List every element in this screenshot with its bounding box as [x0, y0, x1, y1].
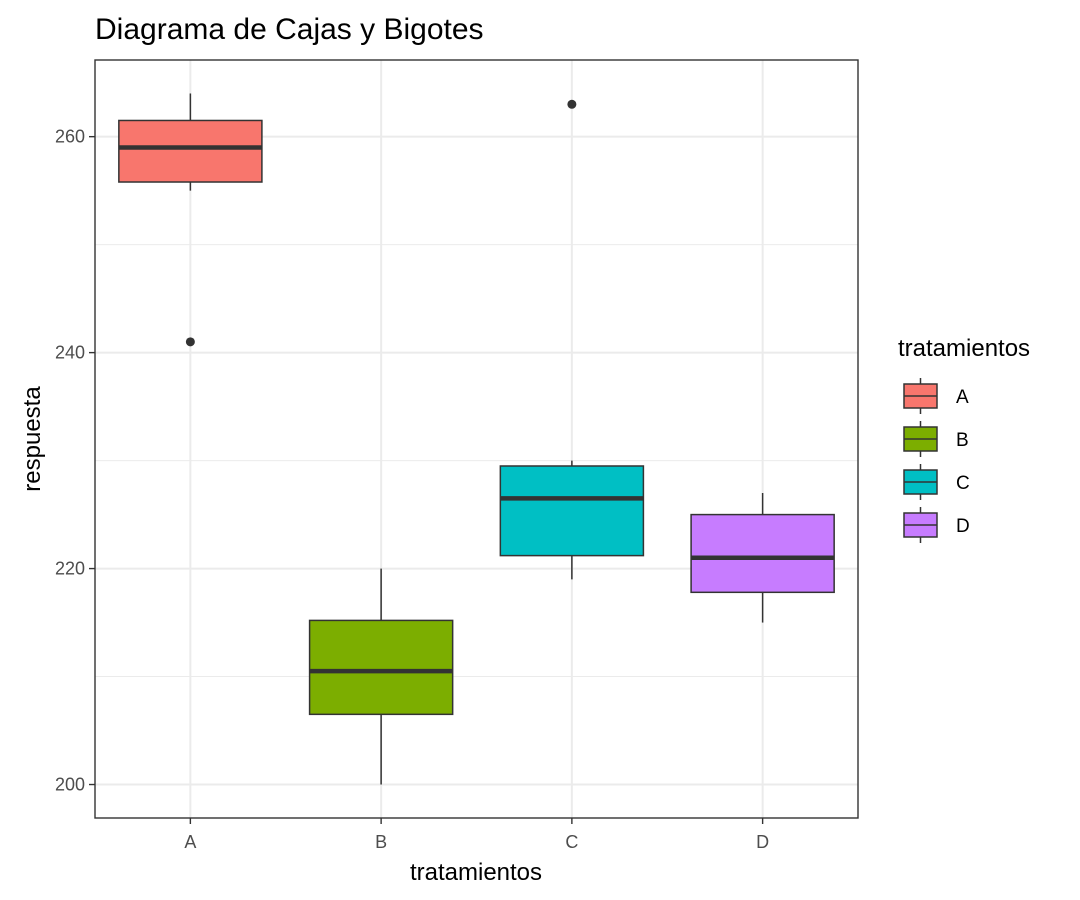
box-A [118, 93, 263, 347]
legend-key-A: A [903, 378, 969, 414]
x-tick-label: B [375, 832, 387, 852]
box-body [118, 119, 263, 183]
legend-label: B [956, 430, 969, 451]
box-C [499, 99, 645, 580]
outlier-point [567, 99, 577, 109]
box-B [308, 568, 454, 785]
y-axis-title: respuesta [19, 386, 46, 492]
x-axis-title: tratamientos [410, 859, 542, 886]
legend-label: A [956, 387, 969, 408]
legend-title: tratamientos [898, 335, 1030, 362]
y-axis: 200 220 240 260 [55, 127, 95, 795]
legend-key-C: C [903, 464, 970, 500]
panel-border [94, 59, 859, 819]
legend: tratamientos A B C D [898, 335, 1030, 543]
legend-label: D [956, 516, 970, 537]
legend-key-B: B [903, 421, 969, 457]
y-tick-label: 200 [55, 775, 85, 795]
box-layer [118, 93, 835, 785]
outlier-point [185, 337, 195, 347]
legend-key-D: D [903, 507, 970, 543]
y-tick-label: 240 [55, 343, 85, 363]
chart-title: Diagrama de Cajas y Bigotes [95, 13, 484, 46]
box-D [690, 492, 835, 623]
plot-panel [94, 59, 859, 819]
legend-keys: A B C D [903, 378, 970, 543]
y-tick-label: 260 [55, 127, 85, 147]
panel-background [95, 60, 858, 818]
x-axis: A B C D [184, 818, 769, 852]
x-tick-label: A [184, 832, 196, 852]
box-body [690, 513, 835, 594]
y-tick-label: 220 [55, 559, 85, 579]
x-tick-label: D [756, 832, 769, 852]
legend-label: C [956, 473, 970, 494]
box-body [308, 619, 454, 716]
box-body [499, 465, 645, 557]
x-tick-label: C [565, 832, 578, 852]
